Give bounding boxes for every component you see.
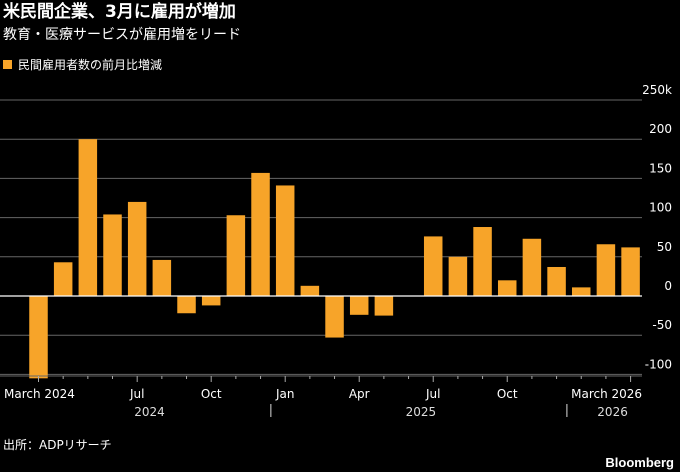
y-tick-label: 50	[657, 240, 672, 254]
bar	[448, 256, 468, 296]
year-label: 2025	[406, 405, 437, 419]
bars	[29, 139, 640, 379]
legend-swatch	[3, 59, 12, 69]
year-label: 2026	[597, 405, 628, 419]
y-axis-labels: -100 -50 0 50 100 150 200 250k	[642, 83, 672, 371]
x-tick-label: March 2024	[4, 387, 75, 401]
bar	[522, 238, 542, 296]
bar	[571, 287, 591, 296]
bar	[349, 296, 369, 315]
bar	[497, 280, 517, 296]
x-tick-label: Oct	[497, 387, 518, 401]
bar	[29, 296, 48, 379]
bar	[127, 201, 147, 296]
bar	[226, 215, 246, 296]
bar	[325, 296, 344, 338]
y-tick-label: 0	[664, 279, 672, 293]
y-tick-label: -100	[645, 357, 672, 371]
y-tick-label: 200	[649, 122, 672, 136]
bar	[201, 296, 221, 306]
bar	[473, 227, 492, 296]
bloomberg-logo: Bloomberg	[605, 455, 674, 470]
bar	[547, 266, 566, 296]
year-label: 2024	[134, 405, 165, 419]
bar	[103, 214, 122, 296]
bar	[53, 262, 73, 296]
bar	[300, 285, 320, 296]
chart-subtitle: 教育・医療サービスが雇用増をリード	[3, 27, 241, 43]
x-tick-label: Oct	[201, 387, 222, 401]
bar	[423, 236, 443, 296]
x-axis-labels: March 2024 Jul Oct Jan Apr Jul Oct March 2026 20…	[0, 375, 642, 419]
x-tick-label: March 2026	[571, 387, 642, 401]
x-tick-label: Jul	[129, 387, 144, 401]
y-tick-label: -50	[652, 318, 672, 332]
chart-title: 米民間企業、3月に雇用が増加	[3, 2, 236, 22]
bar	[152, 259, 172, 296]
bar	[251, 172, 270, 296]
bar	[621, 247, 640, 296]
y-tick-label: 150	[649, 161, 672, 175]
bar	[177, 296, 196, 314]
x-tick-label: Jan	[275, 387, 295, 401]
legend-label: 民間雇用者数の前月比増減	[18, 57, 163, 72]
bar	[275, 185, 295, 296]
x-tick-label: Apr	[349, 387, 370, 401]
y-tick-label: 100	[649, 201, 672, 215]
bar	[78, 139, 98, 296]
source-note: 出所：ADPリサーチ	[3, 438, 112, 452]
legend: 民間雇用者数の前月比増減	[3, 56, 162, 72]
y-tick-label: 250k	[642, 83, 672, 97]
bar	[374, 296, 394, 316]
x-tick-label: Jul	[425, 387, 440, 401]
bar	[596, 244, 616, 296]
